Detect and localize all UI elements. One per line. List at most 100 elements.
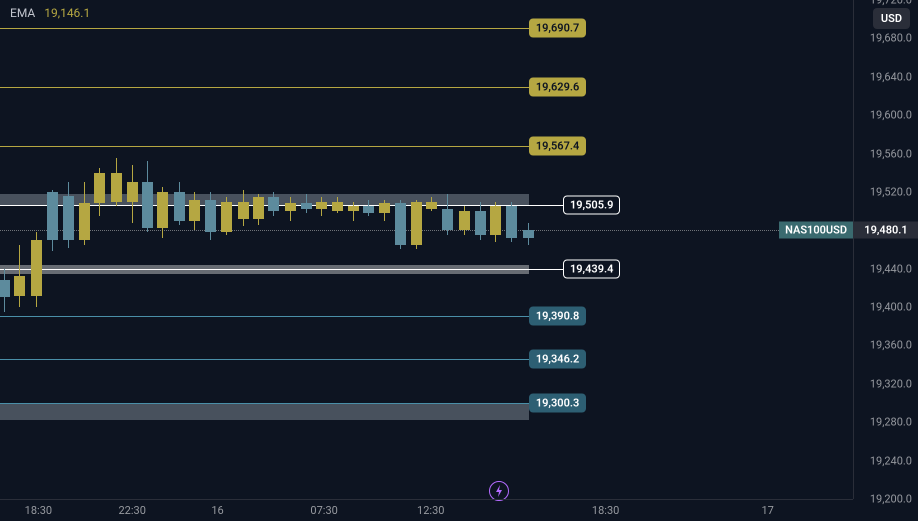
candle-body (395, 203, 406, 244)
candle[interactable] (523, 0, 534, 499)
candle[interactable] (127, 0, 138, 499)
candle[interactable] (475, 0, 486, 499)
y-tick: 19,240.0 (870, 454, 912, 467)
candle-body (0, 280, 10, 297)
candle[interactable] (459, 0, 470, 499)
candle[interactable] (285, 0, 296, 499)
candle-body (379, 203, 390, 213)
x-tick: 22:30 (119, 504, 146, 517)
candle-body (268, 197, 279, 211)
horizontal-line-label[interactable]: 19,567.4 (529, 137, 586, 156)
candle[interactable] (268, 0, 279, 499)
candle-body (506, 206, 517, 238)
y-tick: 19,280.0 (870, 416, 912, 429)
candle-body (301, 203, 312, 209)
candle-body (490, 206, 501, 235)
x-tick: 12:30 (417, 504, 444, 517)
chart-canvas[interactable]: 19,690.7 19,629.6 19,567.4 19,505.9 19,439.4… (0, 0, 853, 499)
candle[interactable] (395, 0, 406, 499)
candle[interactable] (14, 0, 25, 499)
y-tick: 19,720.0 (870, 0, 912, 7)
horizontal-line-label[interactable]: 19,439.4 (563, 260, 620, 279)
y-tick: 19,560.0 (870, 147, 912, 160)
candle-body (363, 206, 374, 213)
candle[interactable] (490, 0, 501, 499)
candle-body (459, 211, 470, 230)
candle[interactable] (31, 0, 42, 499)
candle[interactable] (301, 0, 312, 499)
candle[interactable] (411, 0, 422, 499)
y-tick: 19,680.0 (870, 32, 912, 45)
candle[interactable] (348, 0, 359, 499)
y-tick: 19,360.0 (870, 339, 912, 352)
x-tick: 17 (762, 504, 774, 517)
x-tick: 18:30 (592, 504, 619, 517)
horizontal-line-label[interactable]: 19,300.3 (529, 393, 586, 412)
horizontal-line-label[interactable]: 19,505.9 (563, 196, 620, 215)
y-tick: 19,440.0 (870, 262, 912, 275)
candle-body (94, 173, 105, 204)
candle[interactable] (426, 0, 437, 499)
x-tick: 16 (211, 504, 223, 517)
candle[interactable] (253, 0, 264, 499)
candle[interactable] (142, 0, 153, 499)
candle[interactable] (174, 0, 185, 499)
y-tick: 19,520.0 (870, 185, 912, 198)
candle[interactable] (205, 0, 216, 499)
candle-body (14, 276, 25, 295)
candle-body (111, 173, 122, 202)
horizontal-line-label[interactable]: 19,390.8 (529, 306, 586, 325)
x-axis: 18:30 22:30 16 07:30 12:30 18:30 17 (0, 499, 853, 521)
candle-body (332, 202, 343, 212)
x-tick: 18:30 (25, 504, 52, 517)
candle-body (411, 202, 422, 245)
ticker-tag: NAS100USD (779, 222, 853, 239)
y-tick: 19,400.0 (870, 301, 912, 314)
candle[interactable] (363, 0, 374, 499)
candle-body (426, 202, 437, 210)
candle-body (205, 200, 216, 233)
candle-body (189, 200, 200, 221)
candle-body (285, 203, 296, 211)
candle[interactable] (157, 0, 168, 499)
horizontal-line-label[interactable]: 19,346.2 (529, 349, 586, 368)
candle-body (316, 202, 327, 210)
candle[interactable] (379, 0, 390, 499)
candle[interactable] (238, 0, 249, 499)
candle[interactable] (111, 0, 122, 499)
candle-wick (353, 202, 354, 221)
candle[interactable] (221, 0, 232, 499)
candle-body (221, 202, 232, 233)
candle[interactable] (0, 0, 10, 499)
candle-body (142, 182, 153, 228)
candle[interactable] (189, 0, 200, 499)
candle-body (253, 197, 264, 219)
candle[interactable] (442, 0, 453, 499)
candle-body (63, 196, 74, 240)
candle-body (442, 209, 453, 230)
candle[interactable] (63, 0, 74, 499)
candle-body (127, 182, 138, 201)
candle-body (174, 192, 185, 221)
candle[interactable] (316, 0, 327, 499)
y-tick: 19,200.0 (870, 493, 912, 506)
candle-body (238, 202, 249, 219)
candle[interactable] (506, 0, 517, 499)
current-price-tag: 19,480.1 (854, 222, 918, 239)
candle[interactable] (79, 0, 90, 499)
y-tick: 19,600.0 (870, 109, 912, 122)
candle-body (79, 203, 90, 239)
candle-body (475, 211, 486, 235)
candle-body (348, 206, 359, 211)
y-tick: 19,640.0 (870, 70, 912, 83)
candle[interactable] (94, 0, 105, 499)
candle-body (31, 240, 42, 296)
candle-body (47, 192, 58, 240)
candle[interactable] (332, 0, 343, 499)
y-tick: 19,320.0 (870, 377, 912, 390)
x-tick: 07:30 (310, 504, 337, 517)
candle-body (523, 230, 534, 238)
horizontal-line-label[interactable]: 19,629.6 (529, 77, 586, 96)
horizontal-line-label[interactable]: 19,690.7 (529, 19, 586, 38)
candle[interactable] (47, 0, 58, 499)
